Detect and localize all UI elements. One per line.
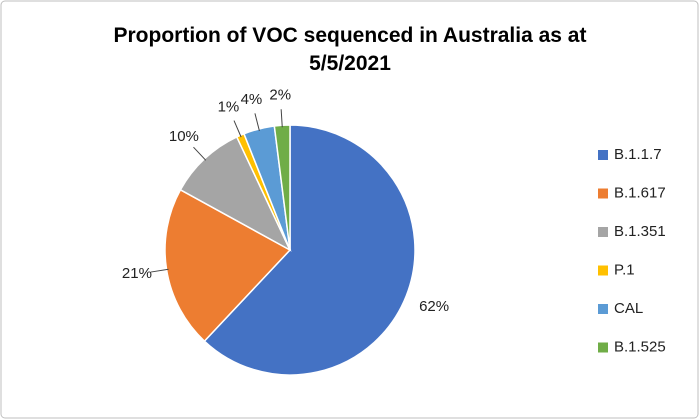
legend-swatch <box>598 150 608 160</box>
data-label: 10% <box>169 128 199 145</box>
data-label: 4% <box>241 91 263 108</box>
data-label: 2% <box>269 86 291 103</box>
leader-line <box>254 113 260 131</box>
leader-line <box>233 120 242 138</box>
legend-swatch <box>598 227 608 237</box>
legend-swatch <box>598 265 608 276</box>
legend-swatch <box>598 342 608 353</box>
legend-label: P.1 <box>614 261 635 278</box>
data-label: 21% <box>122 265 152 282</box>
chart-title: Proportion of VOC sequenced in Australia… <box>113 24 587 75</box>
legend-label: CAL <box>614 300 643 317</box>
pie-slice <box>203 124 416 376</box>
leader-line <box>193 146 207 161</box>
leader-line <box>150 268 169 273</box>
legend-label: B.1.351 <box>614 223 666 240</box>
legend-label: B.1.525 <box>614 338 666 355</box>
legend-label: B.1.617 <box>614 184 666 201</box>
leader-line <box>280 109 283 128</box>
data-label: 1% <box>218 99 240 116</box>
legend-label: B.1.1.7 <box>614 146 662 163</box>
data-label: 62% <box>419 298 449 315</box>
legend-swatch <box>598 188 608 199</box>
legend-swatch <box>598 304 608 314</box>
